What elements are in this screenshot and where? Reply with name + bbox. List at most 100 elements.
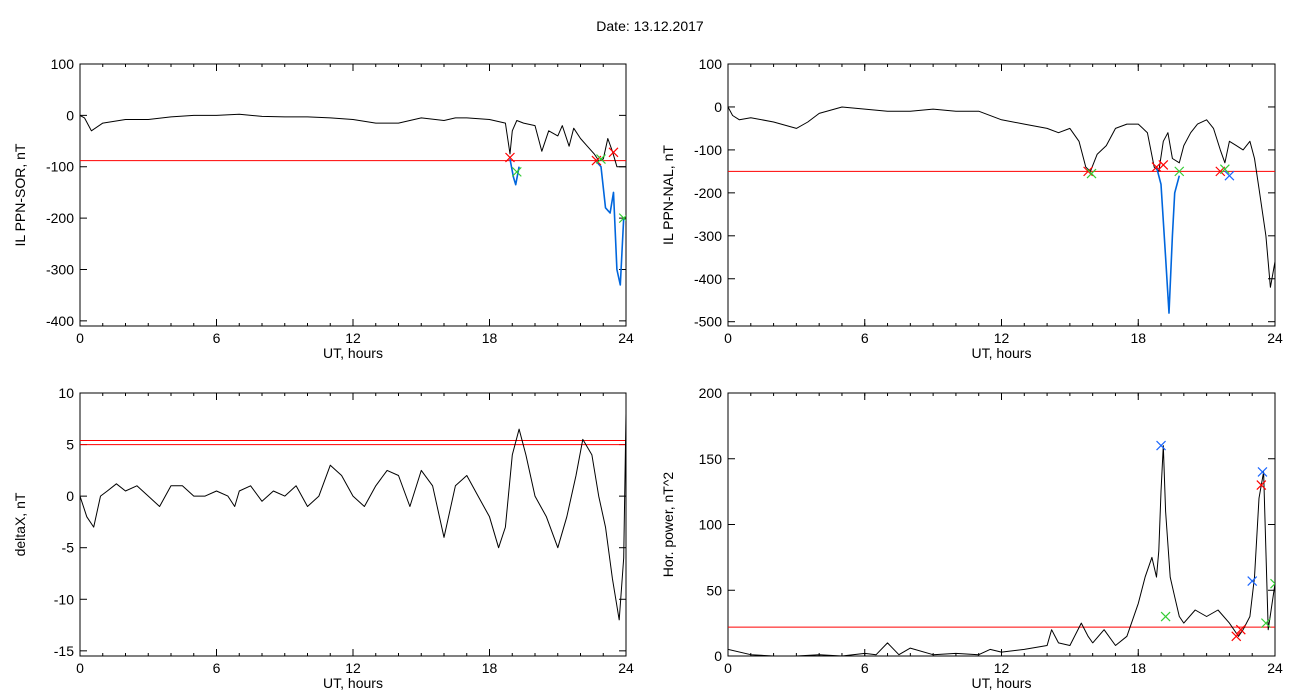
plot-data — [80, 113, 626, 286]
marker-red — [1235, 624, 1246, 635]
x-tick-label: 6 — [861, 330, 869, 346]
marker-red — [505, 152, 515, 163]
y-tick-label: 0 — [66, 107, 74, 123]
marker-green — [1270, 578, 1275, 589]
series-line-segment — [1155, 166, 1181, 314]
panel-3: 0 6 12 18 24 10 5 0 -5 -10 -15 UT, hours deltaX, nT — [12, 385, 634, 691]
marker-stroke — [1235, 624, 1246, 635]
marker-green — [1174, 166, 1185, 177]
marker-green — [1086, 168, 1097, 179]
marker-red — [1256, 480, 1267, 490]
marker-green — [1160, 611, 1171, 622]
marker-stroke — [1224, 170, 1235, 181]
x-tick-label: 24 — [1267, 330, 1283, 346]
marker-stroke — [1256, 480, 1267, 490]
x-tick-label: 6 — [861, 660, 869, 676]
y-tick-label: -300 — [46, 261, 74, 277]
marker-stroke — [1257, 466, 1268, 477]
marker-stroke — [1174, 166, 1185, 177]
marker-stroke — [1231, 631, 1242, 642]
y-tick-label: 5 — [66, 437, 74, 453]
series-line-trace — [80, 413, 626, 621]
marker-stroke — [596, 154, 606, 164]
y-tick-label: 0 — [66, 488, 74, 504]
x-tick-label: 0 — [724, 660, 732, 676]
marker-green — [1219, 164, 1230, 175]
x-tick-label: 24 — [618, 660, 634, 676]
x-tick-label: 18 — [482, 660, 498, 676]
plot-frame — [79, 63, 627, 327]
x-tick-label: 18 — [482, 330, 498, 346]
y-tick-label: 0 — [714, 648, 722, 664]
plot-data — [728, 440, 1275, 656]
x-axis-label: UT, hours — [972, 675, 1032, 691]
y-axis-label: IL PPN-NAL, nT — [660, 145, 676, 245]
y-tick-label: -15 — [54, 643, 74, 659]
x-tick-label: 12 — [994, 330, 1010, 346]
series-line-segment — [509, 158, 520, 186]
x-tick-label: 6 — [213, 330, 221, 346]
y-tick-label: -10 — [54, 591, 74, 607]
x-axis-label: UT, hours — [323, 675, 383, 691]
marker-red — [1158, 160, 1169, 170]
y-tick-label: 0 — [714, 99, 722, 115]
figure-title: Date: 13.12.2017 — [596, 18, 704, 34]
marker-red — [608, 147, 619, 158]
x-tick-label: 12 — [345, 330, 361, 346]
marker-stroke — [1086, 168, 1097, 179]
marker-stroke — [1270, 578, 1275, 585]
y-tick-label: -400 — [694, 271, 722, 287]
marker-green — [596, 154, 606, 164]
x-tick-label: 6 — [213, 660, 221, 676]
x-tick-label: 0 — [724, 330, 732, 346]
marker-red — [1231, 631, 1242, 642]
y-tick-label: 100 — [699, 56, 723, 72]
series-line-trace — [80, 113, 626, 168]
y-tick-label: 50 — [706, 582, 722, 598]
y-tick-label: -400 — [46, 313, 74, 329]
y-tick-label: -200 — [694, 185, 722, 201]
marker-stroke — [1151, 162, 1162, 173]
y-tick-label: -500 — [694, 314, 722, 330]
plot-frame — [727, 392, 1276, 657]
marker-green — [1260, 618, 1271, 629]
x-tick-label: 12 — [994, 660, 1010, 676]
y-tick-label: 200 — [699, 385, 723, 401]
plot-frame — [727, 63, 1276, 327]
y-tick-label: 150 — [699, 451, 723, 467]
plot-data — [728, 106, 1275, 314]
panel-1: 0 6 12 18 24 100 0 -100 -200 -300 -400 UT, hours IL … — [12, 56, 634, 361]
marker-stroke — [1219, 164, 1230, 175]
panel-2: 0 6 12 18 24 100 0 -100 -200 -300 -400 -500 UT, hour… — [660, 56, 1283, 361]
y-tick-label: 100 — [51, 56, 75, 72]
marker-stroke — [1247, 576, 1258, 586]
y-tick-label: 100 — [699, 517, 723, 533]
y-axis-label: deltaX, nT — [12, 492, 28, 556]
marker-stroke — [618, 214, 626, 224]
marker-stroke — [1158, 160, 1169, 170]
marker-green — [511, 166, 522, 177]
series-line-segment — [595, 161, 625, 286]
plot-data — [80, 413, 626, 621]
x-tick-label: 0 — [76, 330, 84, 346]
y-axis-label: IL PPN-SOR, nT — [12, 143, 28, 246]
marker-red — [1151, 162, 1162, 173]
y-tick-label: -5 — [62, 540, 75, 556]
marker-blue — [1156, 440, 1166, 451]
marker-stroke — [1160, 611, 1171, 622]
marker-stroke — [505, 152, 515, 163]
marker-stroke — [511, 166, 522, 177]
x-tick-label: 24 — [618, 330, 634, 346]
marker-blue — [1224, 170, 1235, 181]
y-tick-label: -200 — [46, 210, 74, 226]
y-axis-label: Hor. power, nT^2 — [660, 472, 676, 578]
marker-green — [618, 213, 626, 224]
x-tick-label: 18 — [1130, 330, 1146, 346]
x-tick-label: 0 — [76, 660, 84, 676]
marker-stroke — [1270, 582, 1275, 589]
y-tick-label: 10 — [58, 385, 74, 401]
y-tick-label: -100 — [694, 142, 722, 158]
y-tick-label: -100 — [46, 159, 74, 175]
marker-stroke — [608, 147, 619, 158]
